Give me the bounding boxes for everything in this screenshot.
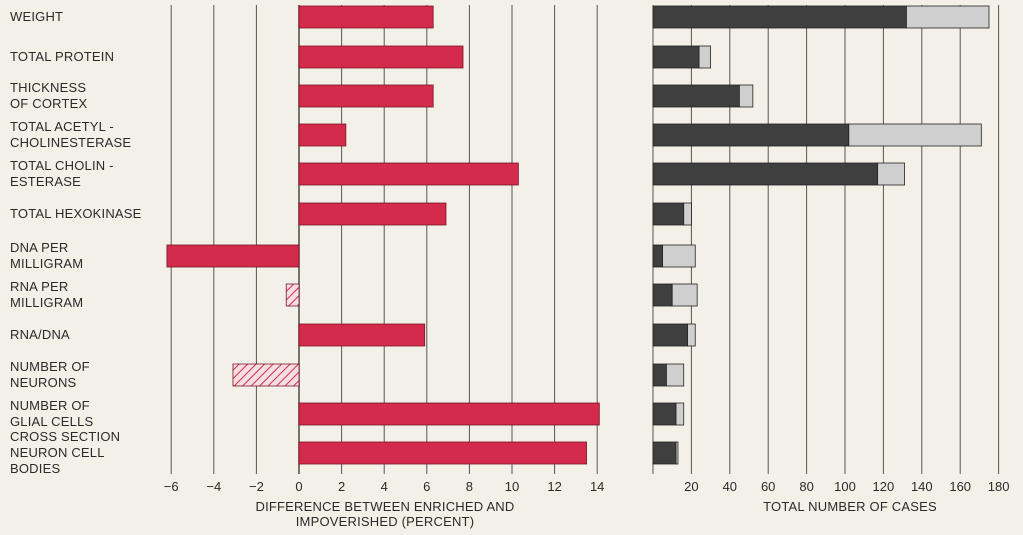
difference-bar (298, 84, 434, 108)
left-tick-labels: −6 −4 −2 0 2 4 6 8 10 12 14 (164, 479, 605, 494)
cases-dark-bar (652, 162, 879, 186)
right-tick-label: 20 (684, 479, 698, 494)
cases-dark-bar (652, 402, 677, 426)
left-axis-title: DIFFERENCE BETWEEN ENRICHED ANDIMPOVERIS… (255, 499, 514, 529)
right-tick-label: 140 (911, 479, 933, 494)
cases-dark-bar (652, 244, 664, 268)
difference-bar (298, 402, 600, 426)
left-grid (170, 5, 598, 474)
left-tick-label: −2 (249, 479, 264, 494)
difference-bar (298, 323, 426, 347)
left-tick-label: 12 (547, 479, 561, 494)
difference-bar (298, 45, 464, 69)
cases-dark-bar (652, 323, 688, 347)
left-axis-title-line: DIFFERENCE BETWEEN ENRICHED AND (255, 499, 514, 514)
cases-light-bar (671, 283, 698, 307)
cases-light-bar (698, 45, 712, 69)
left-bars (166, 5, 600, 465)
cases-dark-bar (652, 441, 677, 465)
left-axis-title-line: IMPOVERISHED (PERCENT) (296, 514, 474, 529)
cases-dark-bar (652, 123, 850, 147)
right-tick-label: 180 (988, 479, 1010, 494)
row-label: TOTAL PROTEIN (10, 49, 115, 64)
right-tick-label: 120 (873, 479, 895, 494)
cases-light-bar (662, 244, 696, 268)
difference-bar (298, 441, 587, 465)
left-tick-label: 6 (423, 479, 430, 494)
left-tick-label: 14 (590, 479, 604, 494)
left-tick-label: −4 (206, 479, 221, 494)
cases-light-bar (675, 441, 679, 465)
cases-light-bar (683, 202, 692, 226)
cases-dark-bar (652, 84, 740, 108)
cases-dark-bar (652, 283, 673, 307)
right-tick-label: 40 (723, 479, 737, 494)
cases-light-bar (675, 402, 685, 426)
left-tick-label: 8 (466, 479, 473, 494)
right-tick-label: 160 (949, 479, 971, 494)
right-tick-label: 100 (834, 479, 856, 494)
cases-light-bar (739, 84, 754, 108)
row-label: NUMBER OF GLIAL CELLS (10, 398, 94, 429)
row-label: TOTAL CHOLIN - ESTERASE (10, 158, 114, 189)
row-label: RNA/DNA (10, 327, 70, 342)
difference-bar (298, 123, 347, 147)
cases-dark-bar (652, 202, 685, 226)
cases-dark-bar (652, 45, 700, 69)
row-label: RNA PER MILLIGRAM (10, 279, 84, 310)
right-axis-title-text: TOTAL NUMBER OF CASES (763, 499, 937, 514)
cases-light-bar (848, 123, 982, 147)
left-tick-label: 2 (338, 479, 345, 494)
row-label: CROSS SECTION NEURON CELL BODIES (10, 429, 121, 476)
row-label: DNA PER MILLIGRAM (10, 240, 84, 271)
row-label: WEIGHT (10, 9, 64, 24)
cases-light-bar (906, 5, 990, 29)
right-grid (652, 5, 1000, 474)
left-tick-label: 4 (381, 479, 388, 494)
difference-bar (285, 283, 300, 307)
cases-light-bar (687, 323, 696, 347)
cases-light-bar (666, 363, 685, 387)
left-tick-label: 10 (505, 479, 519, 494)
row-label: NUMBER OF NEURONS (10, 359, 90, 390)
right-tick-label: 60 (761, 479, 775, 494)
left-tick-label: 0 (295, 479, 302, 494)
row-label: THICKNESS OF CORTEX (10, 80, 88, 111)
right-bars (652, 5, 990, 465)
difference-bar (298, 162, 519, 186)
right-axis-title: TOTAL NUMBER OF CASES (763, 499, 937, 514)
cases-dark-bar (652, 363, 667, 387)
difference-bar (298, 202, 447, 226)
cases-dark-bar (652, 5, 907, 29)
row-label: TOTAL ACETYL - CHOLINESTERASE (10, 119, 132, 150)
left-tick-label: −6 (164, 479, 179, 494)
cases-light-bar (877, 162, 905, 186)
difference-bar (232, 363, 300, 387)
difference-bar (166, 244, 300, 268)
row-label: TOTAL HEXOKINASE (10, 206, 142, 221)
right-tick-label: 80 (799, 479, 813, 494)
right-tick-labels: 20 40 60 80 100 120 140 160 180 (684, 479, 1009, 494)
difference-bar (298, 5, 434, 29)
